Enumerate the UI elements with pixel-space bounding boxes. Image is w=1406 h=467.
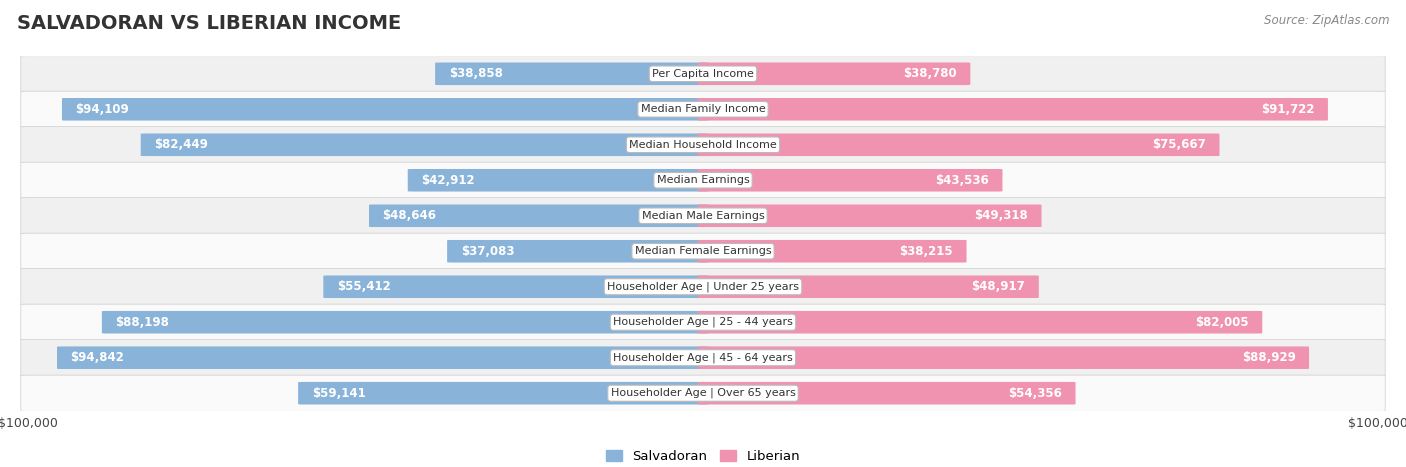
Text: Per Capita Income: Per Capita Income (652, 69, 754, 79)
FancyBboxPatch shape (21, 269, 1385, 305)
Text: $88,198: $88,198 (115, 316, 169, 329)
FancyBboxPatch shape (447, 240, 709, 262)
Text: Householder Age | Over 65 years: Householder Age | Over 65 years (610, 388, 796, 398)
Text: $59,141: $59,141 (312, 387, 366, 400)
Text: $88,929: $88,929 (1241, 351, 1295, 364)
Legend: Salvadoran, Liberian: Salvadoran, Liberian (600, 445, 806, 467)
FancyBboxPatch shape (697, 134, 1219, 156)
FancyBboxPatch shape (21, 91, 1385, 127)
Text: $94,109: $94,109 (76, 103, 129, 116)
Text: Householder Age | Under 25 years: Householder Age | Under 25 years (607, 282, 799, 292)
FancyBboxPatch shape (697, 382, 1076, 404)
FancyBboxPatch shape (21, 162, 1385, 198)
FancyBboxPatch shape (21, 127, 1385, 163)
Text: $55,412: $55,412 (337, 280, 391, 293)
FancyBboxPatch shape (368, 205, 709, 227)
Text: Median Male Earnings: Median Male Earnings (641, 211, 765, 221)
FancyBboxPatch shape (697, 169, 1002, 191)
Text: Median Household Income: Median Household Income (628, 140, 778, 150)
Text: Median Family Income: Median Family Income (641, 104, 765, 114)
FancyBboxPatch shape (141, 134, 709, 156)
Text: $38,215: $38,215 (900, 245, 953, 258)
Text: $94,842: $94,842 (70, 351, 124, 364)
FancyBboxPatch shape (101, 311, 709, 333)
Text: $42,912: $42,912 (422, 174, 475, 187)
FancyBboxPatch shape (21, 340, 1385, 376)
Text: Median Female Earnings: Median Female Earnings (634, 246, 772, 256)
FancyBboxPatch shape (21, 233, 1385, 269)
Text: Source: ZipAtlas.com: Source: ZipAtlas.com (1264, 14, 1389, 27)
FancyBboxPatch shape (697, 276, 1039, 298)
FancyBboxPatch shape (58, 347, 709, 369)
Text: Householder Age | 45 - 64 years: Householder Age | 45 - 64 years (613, 353, 793, 363)
FancyBboxPatch shape (62, 98, 709, 120)
Text: $43,536: $43,536 (935, 174, 988, 187)
FancyBboxPatch shape (21, 56, 1385, 92)
Text: $38,858: $38,858 (449, 67, 502, 80)
FancyBboxPatch shape (323, 276, 709, 298)
FancyBboxPatch shape (697, 347, 1309, 369)
Text: $82,005: $82,005 (1195, 316, 1249, 329)
Text: $48,917: $48,917 (972, 280, 1025, 293)
FancyBboxPatch shape (21, 198, 1385, 234)
Text: $38,780: $38,780 (903, 67, 957, 80)
FancyBboxPatch shape (298, 382, 709, 404)
FancyBboxPatch shape (697, 240, 966, 262)
FancyBboxPatch shape (408, 169, 709, 191)
Text: $91,722: $91,722 (1261, 103, 1315, 116)
FancyBboxPatch shape (434, 63, 709, 85)
Text: $49,318: $49,318 (974, 209, 1028, 222)
Text: $75,667: $75,667 (1153, 138, 1206, 151)
Text: $48,646: $48,646 (382, 209, 436, 222)
Text: SALVADORAN VS LIBERIAN INCOME: SALVADORAN VS LIBERIAN INCOME (17, 14, 401, 33)
Text: $82,449: $82,449 (155, 138, 208, 151)
FancyBboxPatch shape (697, 205, 1042, 227)
Text: Householder Age | 25 - 44 years: Householder Age | 25 - 44 years (613, 317, 793, 327)
Text: $54,356: $54,356 (1008, 387, 1062, 400)
FancyBboxPatch shape (21, 375, 1385, 411)
FancyBboxPatch shape (697, 311, 1263, 333)
FancyBboxPatch shape (697, 63, 970, 85)
Text: Median Earnings: Median Earnings (657, 175, 749, 185)
Text: $37,083: $37,083 (461, 245, 515, 258)
FancyBboxPatch shape (697, 98, 1327, 120)
FancyBboxPatch shape (21, 304, 1385, 340)
